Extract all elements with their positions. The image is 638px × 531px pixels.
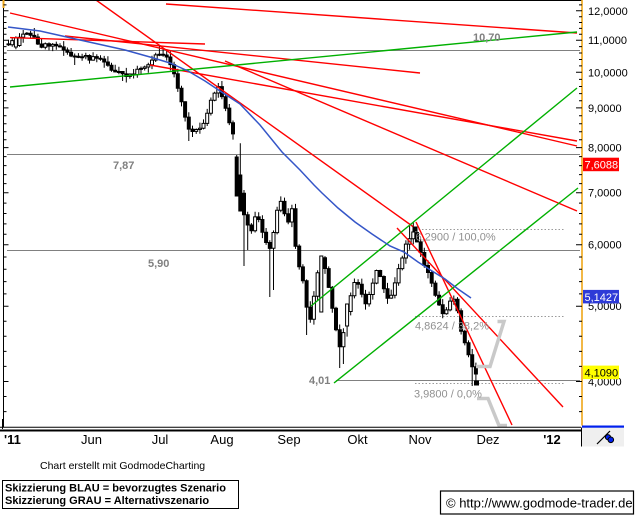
svg-text:Dez: Dez — [476, 432, 499, 447]
svg-text:10,70: 10,70 — [473, 32, 501, 44]
svg-text:© http://www.godmode-trader.de: © http://www.godmode-trader.de — [446, 496, 633, 511]
svg-text:11,0000: 11,0000 — [588, 35, 627, 47]
svg-text:'11: '11 — [4, 432, 21, 447]
svg-text:5,90: 5,90 — [148, 258, 169, 270]
svg-text:Jun: Jun — [81, 432, 102, 447]
svg-text:7,6088: 7,6088 — [585, 160, 619, 172]
svg-text:'12: '12 — [543, 432, 561, 447]
svg-text:6,0000: 6,0000 — [588, 240, 622, 252]
svg-text:4,1090: 4,1090 — [585, 368, 619, 380]
svg-text:Chart erstellt mit GodmodeChar: Chart erstellt mit GodmodeCharting — [40, 460, 205, 472]
svg-text:Jul: Jul — [152, 432, 169, 447]
svg-text:Okt: Okt — [347, 432, 368, 447]
svg-text:10,0000: 10,0000 — [588, 67, 628, 79]
svg-text:4,01: 4,01 — [309, 375, 330, 387]
svg-text:8,0000: 8,0000 — [588, 143, 622, 155]
svg-text:Nov: Nov — [408, 432, 432, 447]
svg-text:7,87: 7,87 — [113, 160, 134, 172]
svg-text:6,2900 / 100,0%: 6,2900 / 100,0% — [416, 232, 496, 244]
svg-text:Sep: Sep — [277, 432, 300, 447]
svg-text:Skizzierung BLAU = bevorzugtes: Skizzierung BLAU = bevorzugtes Szenario — [5, 483, 226, 495]
svg-text:5,0000: 5,0000 — [588, 301, 622, 313]
svg-text:4,0000: 4,0000 — [588, 377, 622, 389]
svg-text:4,8624 / 38,2%: 4,8624 / 38,2% — [415, 321, 489, 333]
svg-text:Aug: Aug — [210, 432, 233, 447]
svg-text:Skizzierung GRAU = Alternativs: Skizzierung GRAU = Alternativszenario — [5, 495, 209, 507]
svg-text:5,1427: 5,1427 — [585, 292, 619, 304]
svg-text:7,0000: 7,0000 — [588, 188, 622, 200]
svg-text:3,9800 / 0,0%: 3,9800 / 0,0% — [414, 389, 482, 401]
svg-text:12,0000: 12,0000 — [588, 6, 628, 18]
svg-text:9,0000: 9,0000 — [588, 103, 622, 115]
